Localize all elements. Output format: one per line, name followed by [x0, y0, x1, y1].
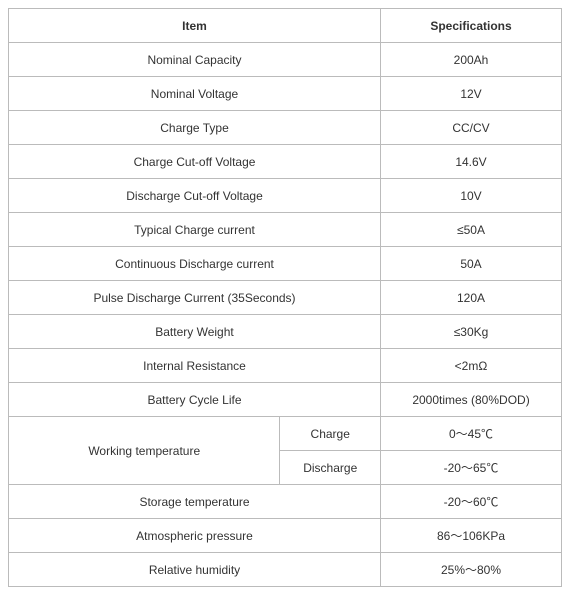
cell-item: Charge Cut-off Voltage — [9, 145, 381, 179]
cell-item: Typical Charge current — [9, 213, 381, 247]
table-row: Discharge Cut-off Voltage 10V — [9, 179, 562, 213]
cell-spec: CC/CV — [381, 111, 562, 145]
cell-item: Discharge Cut-off Voltage — [9, 179, 381, 213]
cell-item-working-temp: Working temperature — [9, 417, 280, 485]
cell-spec: 120A — [381, 281, 562, 315]
table-row: Charge Type CC/CV — [9, 111, 562, 145]
cell-item: Battery Weight — [9, 315, 381, 349]
cell-spec: 10V — [381, 179, 562, 213]
cell-sub-charge: Charge — [280, 417, 381, 451]
cell-item: Battery Cycle Life — [9, 383, 381, 417]
cell-item: Storage temperature — [9, 485, 381, 519]
cell-spec: ≤30Kg — [381, 315, 562, 349]
table-row: Internal Resistance <2mΩ — [9, 349, 562, 383]
cell-spec: 14.6V — [381, 145, 562, 179]
cell-sub-discharge: Discharge — [280, 451, 381, 485]
table-row-working-temp-charge: Working temperature Charge 0～45℃ — [9, 417, 562, 451]
table-row: Nominal Capacity 200Ah — [9, 43, 562, 77]
cell-spec: 86～106KPa — [381, 519, 562, 553]
table-row: Continuous Discharge current 50A — [9, 247, 562, 281]
cell-item: Atmospheric pressure — [9, 519, 381, 553]
cell-spec: -20～65℃ — [381, 451, 562, 485]
cell-spec: 2000times (80%DOD) — [381, 383, 562, 417]
cell-item: Relative humidity — [9, 553, 381, 587]
cell-item: Nominal Voltage — [9, 77, 381, 111]
cell-spec: 50A — [381, 247, 562, 281]
cell-spec: 200Ah — [381, 43, 562, 77]
table-row: Typical Charge current ≤50A — [9, 213, 562, 247]
cell-item: Nominal Capacity — [9, 43, 381, 77]
cell-item: Internal Resistance — [9, 349, 381, 383]
table-row: Battery Weight ≤30Kg — [9, 315, 562, 349]
cell-spec: ≤50A — [381, 213, 562, 247]
header-item: Item — [9, 9, 381, 43]
table-row: Charge Cut-off Voltage 14.6V — [9, 145, 562, 179]
table-row: Battery Cycle Life 2000times (80%DOD) — [9, 383, 562, 417]
table-header-row: Item Specifications — [9, 9, 562, 43]
table-row: Atmospheric pressure 86～106KPa — [9, 519, 562, 553]
cell-spec: <2mΩ — [381, 349, 562, 383]
cell-spec: 25%～80% — [381, 553, 562, 587]
cell-item: Pulse Discharge Current (35Seconds) — [9, 281, 381, 315]
spec-table: Item Specifications Nominal Capacity 200… — [8, 8, 562, 587]
cell-spec: -20～60℃ — [381, 485, 562, 519]
table-row: Pulse Discharge Current (35Seconds) 120A — [9, 281, 562, 315]
cell-spec: 0～45℃ — [381, 417, 562, 451]
table-row: Nominal Voltage 12V — [9, 77, 562, 111]
cell-item: Continuous Discharge current — [9, 247, 381, 281]
table-row: Storage temperature -20～60℃ — [9, 485, 562, 519]
table-row: Relative humidity 25%～80% — [9, 553, 562, 587]
cell-item: Charge Type — [9, 111, 381, 145]
cell-spec: 12V — [381, 77, 562, 111]
header-spec: Specifications — [381, 9, 562, 43]
